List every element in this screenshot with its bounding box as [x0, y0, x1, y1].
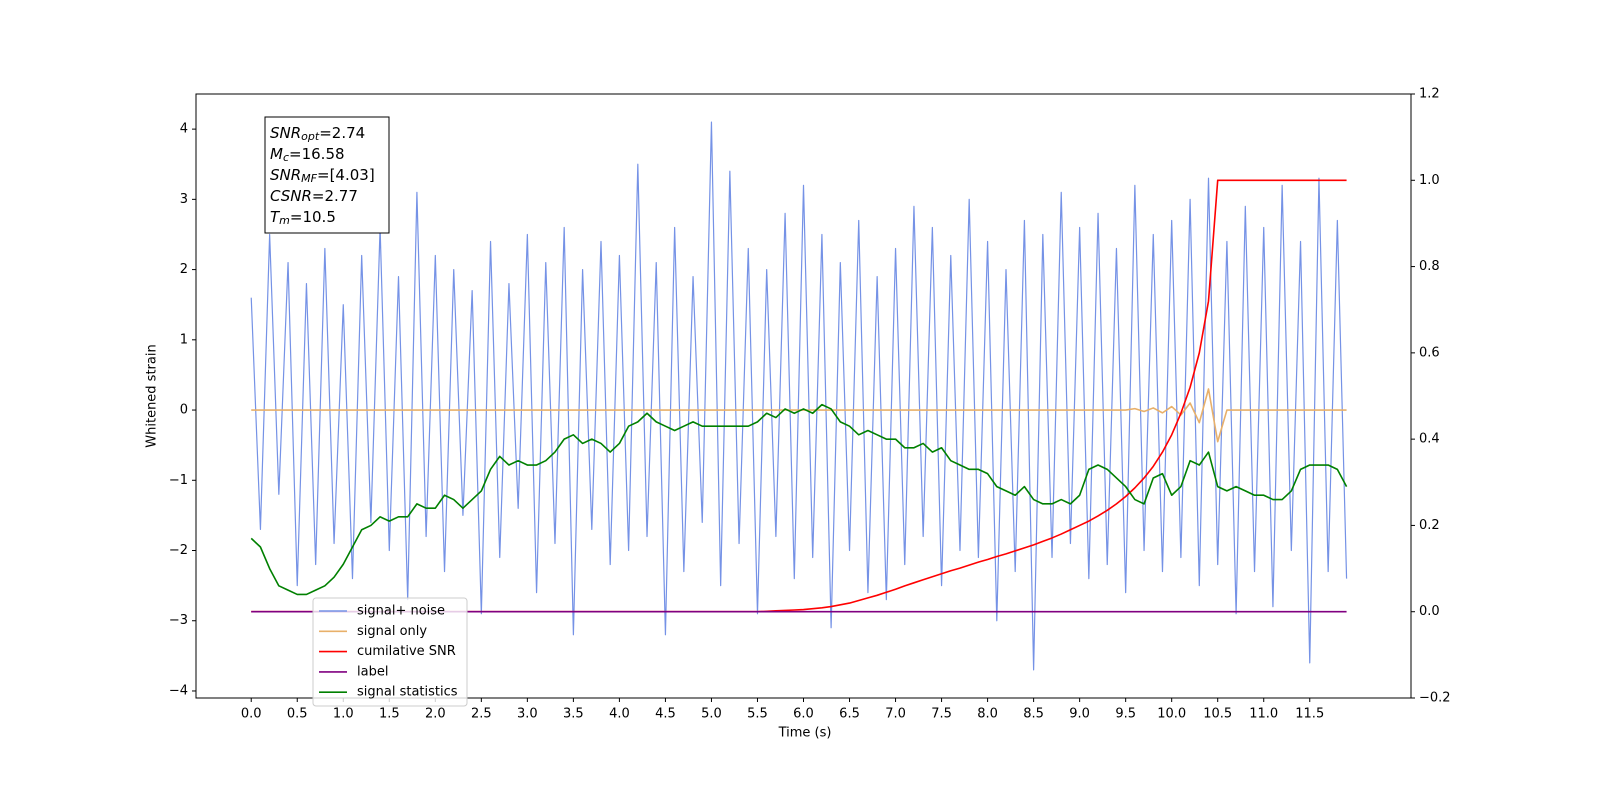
legend-label: signal+ noise	[357, 604, 445, 619]
x-tick-label: 0.0	[241, 707, 262, 722]
y2-tick-label: 0.2	[1419, 518, 1440, 533]
x-tick-label: 2.5	[471, 707, 492, 722]
x-tick-label: 3.5	[563, 707, 584, 722]
annotation-text: SNRMF=[4.03]	[270, 166, 375, 186]
series-line	[250, 403, 1348, 596]
y-tick-label: −4	[169, 683, 188, 698]
x-tick-label: 1.5	[379, 707, 400, 722]
x-tick-label: 9.0	[1069, 707, 1090, 722]
y-tick-label: 0	[180, 403, 188, 418]
annotation-text: Mc=16.58	[270, 145, 345, 165]
legend-label: cumilative SNR	[357, 644, 456, 659]
annotation-subscript: c	[283, 151, 289, 164]
annotation-subscript: m	[279, 214, 290, 227]
annotation-value: =2.74	[319, 124, 365, 142]
y-tick-label: 3	[180, 192, 188, 207]
y-tick-label: 4	[180, 122, 188, 137]
x-tick-label: 4.5	[655, 707, 676, 722]
plot-area	[250, 121, 1348, 671]
legend-frame	[312, 597, 468, 707]
x-tick-label: 1.0	[333, 707, 354, 722]
y2-tick-label: 0.6	[1419, 345, 1440, 360]
annotation-value: =16.58	[289, 145, 345, 163]
y-tick-label: 2	[180, 262, 188, 277]
x-tick-label: 2.0	[425, 707, 446, 722]
y2-tick-label: 1.0	[1419, 173, 1440, 188]
x-tick-label: 6.5	[839, 707, 860, 722]
annotation-symbol: M	[270, 145, 283, 163]
annotation-box: SNRopt=2.74Mc=16.58SNRMF=[4.03]CSNR=2.77…	[264, 116, 390, 234]
x-tick-label: 7.5	[931, 707, 952, 722]
x-tick-label: 5.5	[747, 707, 768, 722]
x-tick-label: 9.5	[1115, 707, 1136, 722]
x-tick-label: 0.5	[287, 707, 308, 722]
y2-tick-label: 0.4	[1419, 432, 1440, 447]
y-tick-label: −1	[169, 473, 188, 488]
x-tick-label: 11.5	[1295, 707, 1324, 722]
annotation-value: =2.77	[312, 187, 358, 205]
x-tick-label: 11.0	[1249, 707, 1278, 722]
y-tick-label: −3	[169, 613, 188, 628]
x-tick-label: 4.0	[609, 707, 630, 722]
y2-tick-label: 0.8	[1419, 259, 1440, 274]
legend-label: label	[357, 664, 388, 679]
y2-tick-label: 0.0	[1419, 604, 1440, 619]
annotation-symbol: SNR	[270, 166, 301, 184]
annotation-text: Tm=10.5	[270, 208, 336, 228]
x-tick-label: 8.5	[1023, 707, 1044, 722]
annotation-value: =10.5	[290, 208, 336, 226]
x-tick-label: 10.5	[1203, 707, 1232, 722]
annotation-subscript: MF	[301, 172, 317, 185]
annotation-subscript: opt	[301, 130, 320, 143]
legend: signal+ noise signal only cumilative SNR la…	[312, 597, 468, 707]
legend-label: signal statistics	[357, 685, 458, 700]
y-axis-label: Whitened strain	[145, 344, 160, 447]
x-tick-label: 3.0	[517, 707, 538, 722]
series-line	[251, 388, 1347, 443]
x-tick-label: 8.0	[977, 707, 998, 722]
annotation-value: =[4.03]	[317, 166, 375, 184]
annotation-symbol: CSNR	[270, 187, 312, 205]
annotation-text: CSNR=2.77	[270, 187, 358, 205]
x-tick-label: 7.0	[885, 707, 906, 722]
annotation-symbol: T	[270, 208, 281, 226]
y-tick-label: 1	[180, 332, 188, 347]
x-tick-label: 6.0	[793, 707, 814, 722]
x-tick-label: 5.0	[701, 707, 722, 722]
x-tick-label: 10.0	[1157, 707, 1186, 722]
ticks: 0.0 0.5 1.0 1.5 2.0 2.5 3.0 3.5 4.0 4.5 5.0 5.5 6.0 6…	[169, 87, 1451, 722]
x-axis-label: Time (s)	[778, 726, 832, 741]
legend-label: signal only	[357, 624, 427, 639]
series-line	[250, 121, 1348, 671]
annotation-text: SNRopt=2.74	[270, 124, 365, 144]
annotation-frame	[264, 116, 390, 234]
y2-tick-label: −0.2	[1419, 691, 1451, 706]
y2-tick-label: 1.2	[1419, 87, 1440, 102]
y-tick-label: −2	[169, 543, 188, 558]
annotation-symbol: SNR	[270, 124, 301, 142]
